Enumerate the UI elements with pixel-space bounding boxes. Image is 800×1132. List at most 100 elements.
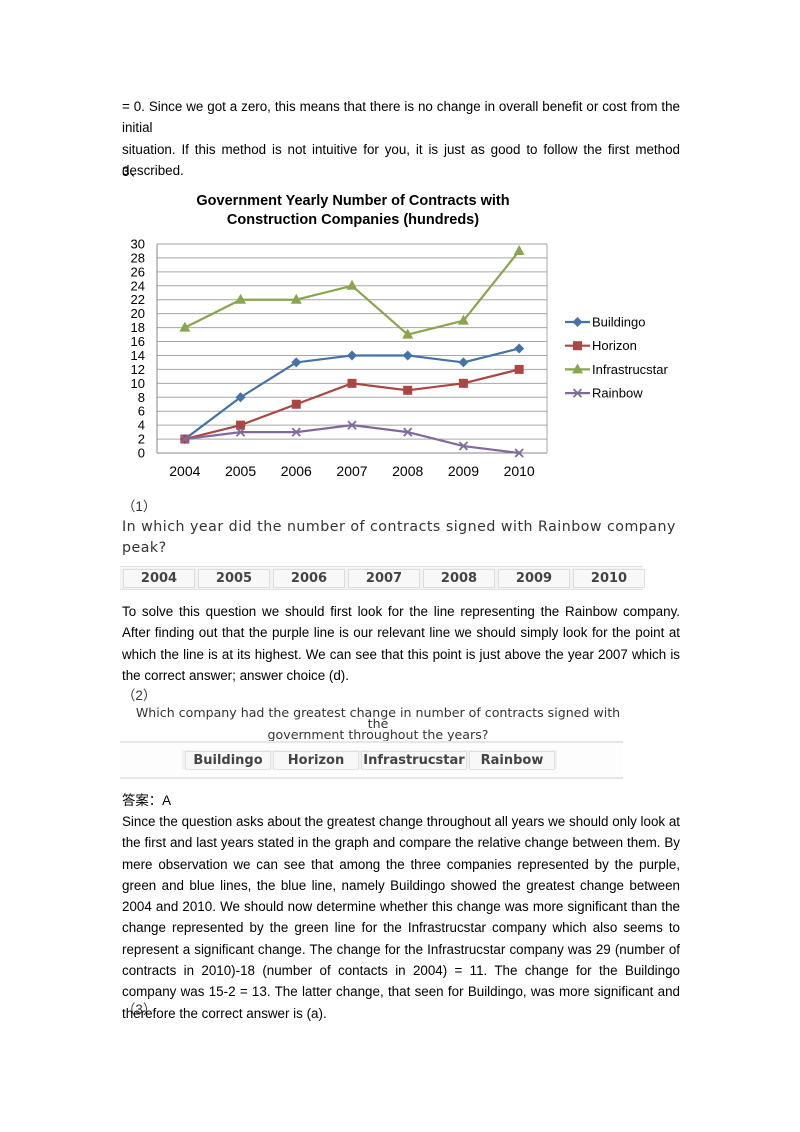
y-tick-label: 12: [131, 362, 145, 377]
y-tick-label: 24: [131, 278, 145, 293]
q1-choice-2008[interactable]: 2008: [423, 569, 495, 588]
intro-paragraph: = 0. Since we got a zero, this means tha…: [122, 96, 680, 181]
chart-title-line-1: Government Yearly Number of Contracts wi…: [196, 193, 509, 209]
q1-explanation: To solve this question we should first l…: [122, 604, 680, 683]
x-tick-label: 2007: [336, 463, 367, 479]
chart-gridlines: [157, 243, 547, 440]
data-point-marker: [290, 293, 302, 304]
q1-choice-2005[interactable]: 2005: [198, 569, 270, 588]
x-tick-label: 2010: [504, 463, 535, 479]
data-point-marker: [179, 321, 191, 332]
data-point-marker: [236, 420, 246, 430]
y-tick-label: 22: [131, 292, 145, 307]
data-point-marker: [346, 279, 358, 290]
data-point-marker: [403, 385, 413, 395]
legend-label: Infrastrucstar: [592, 362, 669, 377]
data-point-marker: [572, 317, 583, 327]
q1-choice-2007[interactable]: 2007: [348, 569, 420, 588]
series-buildingo: [179, 343, 525, 445]
data-point-marker: [180, 434, 190, 444]
series-rainbow: [180, 420, 524, 458]
data-point-marker: [235, 293, 247, 304]
x-tick-label: 2009: [448, 463, 479, 479]
y-tick-label: 20: [131, 306, 145, 321]
intro-line-1: = 0. Since we got a zero, this means tha…: [122, 99, 680, 136]
legend-label: Horizon: [592, 338, 637, 353]
legend-item-infrastrucstar: Infrastrucstar: [565, 362, 669, 377]
intro-line-2: situation. If this method is not intuiti…: [122, 141, 680, 157]
q2-number: （2）: [122, 688, 157, 703]
chart-legend: Buildingo Horizon Infrastrucstar Rainbow: [565, 315, 669, 401]
data-point-marker: [402, 350, 413, 361]
chart-series: [179, 244, 525, 458]
q2-explanation: Since the question asks about the greate…: [122, 814, 680, 1021]
data-point-marker: [291, 427, 301, 437]
y-tick-label: 28: [131, 250, 145, 265]
q3-number: （3）: [122, 1002, 157, 1017]
y-tick-label: 8: [138, 390, 145, 405]
data-point-marker: [402, 328, 414, 339]
q1-choice-2009[interactable]: 2009: [498, 569, 570, 588]
line-chart: Government Yearly Number of Contracts wi…: [131, 193, 669, 479]
q1-choice-2004[interactable]: 2004: [123, 569, 195, 588]
legend-item-buildingo: Buildingo: [565, 315, 646, 330]
x-tick-label: 2008: [392, 463, 423, 479]
data-point-marker: [291, 399, 301, 409]
q1-choice-2006[interactable]: 2006: [273, 569, 345, 588]
y-tick-label: 14: [131, 348, 145, 363]
data-point-marker: [458, 378, 468, 388]
legend-label: Rainbow: [592, 386, 643, 401]
data-point-marker: [514, 364, 524, 374]
x-tick-label: 2005: [225, 463, 256, 479]
y-tick-label: 30: [131, 237, 145, 252]
data-point-marker: [514, 343, 525, 354]
q2-answer-label: 答案：A: [122, 793, 172, 808]
y-tick-label: 0: [138, 446, 145, 461]
data-point-marker: [347, 420, 357, 430]
y-tick-label: 16: [131, 334, 145, 349]
q2-question-line-1: Which company had the greatest change in…: [135, 705, 621, 731]
q2-choice-group: Buildingo Horizon Infrastrucstar Rainbow: [182, 750, 557, 770]
intro-line-3: described.: [122, 162, 184, 178]
data-point-marker: [572, 388, 583, 398]
q2-choice-horizon[interactable]: Horizon: [273, 751, 359, 770]
data-point-marker: [458, 441, 469, 451]
q1-number: （1）: [122, 499, 157, 514]
data-point-marker: [347, 378, 357, 388]
q1-question: In which year did the number of contract…: [122, 519, 676, 556]
y-tick-label: 26: [131, 264, 145, 279]
data-point-marker: [457, 314, 469, 325]
q2-choice-buildingo[interactable]: Buildingo: [185, 751, 271, 770]
y-tick-label: 4: [138, 418, 145, 433]
y-tick-label: 10: [131, 376, 145, 391]
x-tick-label: 2004: [169, 463, 200, 479]
legend-item-horizon: Horizon: [565, 338, 637, 353]
legend-label: Buildingo: [592, 315, 646, 330]
y-tick-label: 18: [131, 320, 145, 335]
data-point-marker: [235, 392, 246, 403]
section-number: 3、: [122, 164, 143, 179]
data-point-marker: [573, 341, 582, 351]
data-point-marker: [235, 427, 246, 437]
data-point-marker: [347, 350, 357, 361]
q2-question: Which company had the greatest change in…: [128, 705, 628, 742]
q2-question-line-2: government throughout the years?: [267, 727, 489, 742]
data-point-marker: [513, 244, 525, 255]
x-tick-label: 2006: [281, 463, 312, 479]
series-infrastrucstar: [179, 244, 525, 339]
data-point-marker: [572, 363, 583, 374]
y-tick-label: 6: [138, 404, 145, 419]
q1-choice-bar: 2004 2005 2006 2007 2008 2009 2010: [120, 566, 645, 590]
q2-choice-rainbow[interactable]: Rainbow: [469, 751, 555, 770]
q2-choice-bar: Buildingo Horizon Infrastrucstar Rainbow: [120, 741, 623, 779]
data-point-marker: [403, 427, 413, 437]
q2-choice-infrastrucstar[interactable]: Infrastrucstar: [361, 751, 467, 770]
data-point-marker: [458, 357, 469, 368]
data-point-marker: [514, 448, 524, 458]
q1-choice-2010[interactable]: 2010: [573, 569, 645, 588]
series-line: [184, 250, 521, 336]
legend-item-rainbow: Rainbow: [565, 386, 643, 401]
data-point-marker: [291, 357, 302, 368]
